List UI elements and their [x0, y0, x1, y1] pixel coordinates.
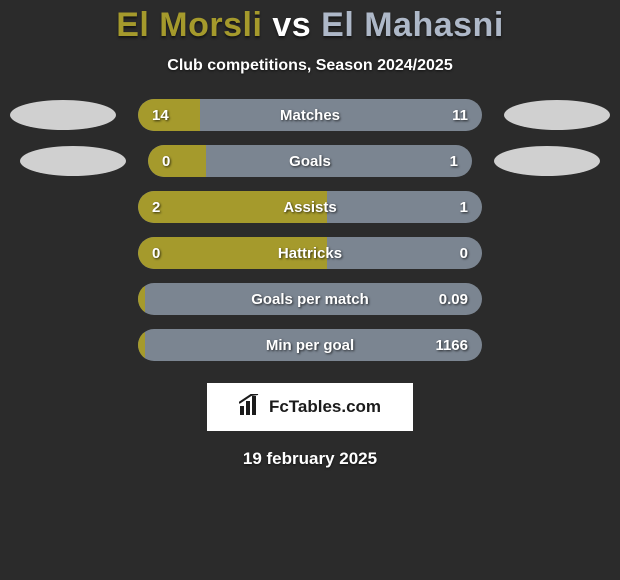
page-title: El Morsli vs El Mahasni [116, 6, 504, 45]
stat-row: Min per goal1166 [0, 329, 620, 361]
title-vs: vs [272, 6, 311, 44]
stat-bar: 2Assists1 [138, 191, 482, 223]
stat-label: Assists [138, 199, 482, 216]
stat-value-left: 0 [162, 153, 170, 170]
stat-bar: 0Goals1 [148, 145, 472, 177]
stat-row: 14Matches11 [0, 99, 620, 131]
stat-row: 2Assists1 [0, 191, 620, 223]
stat-value-left: 0 [152, 245, 160, 262]
stat-bar: Goals per match0.09 [138, 283, 482, 315]
title-player-left: El Morsli [116, 6, 262, 44]
stat-value-right: 0.09 [439, 291, 468, 308]
stat-row: Goals per match0.09 [0, 283, 620, 315]
stat-label: Min per goal [138, 337, 482, 354]
stat-value-right: 1 [450, 153, 458, 170]
date-label: 19 february 2025 [243, 449, 377, 469]
chart-icon [239, 394, 263, 421]
stat-label: Goals per match [138, 291, 482, 308]
stat-row: 0Hattricks0 [0, 237, 620, 269]
stat-value-left: 2 [152, 199, 160, 216]
stat-value-right: 1166 [435, 337, 468, 354]
club-crest-left [10, 100, 116, 130]
subtitle: Club competitions, Season 2024/2025 [167, 57, 452, 75]
club-crest-right [494, 146, 600, 176]
stat-value-right: 0 [460, 245, 468, 262]
stat-bar: 0Hattricks0 [138, 237, 482, 269]
source-badge[interactable]: FcTables.com [207, 383, 413, 431]
stat-bar: 14Matches11 [138, 99, 482, 131]
club-crest-right [504, 100, 610, 130]
stat-rows: 14Matches110Goals12Assists10Hattricks0Go… [0, 99, 620, 361]
stat-label: Matches [138, 107, 482, 124]
stat-value-left: 14 [152, 107, 169, 124]
source-badge-text: FcTables.com [269, 397, 381, 417]
title-player-right: El Mahasni [321, 6, 504, 44]
stat-label: Hattricks [138, 245, 482, 262]
stat-label: Goals [148, 153, 472, 170]
club-crest-left [20, 146, 126, 176]
stat-bar: Min per goal1166 [138, 329, 482, 361]
stat-value-right: 1 [460, 199, 468, 216]
stat-value-right: 11 [452, 107, 468, 124]
comparison-infographic: El Morsli vs El Mahasni Club competition… [0, 0, 620, 580]
stat-row: 0Goals1 [0, 145, 620, 177]
